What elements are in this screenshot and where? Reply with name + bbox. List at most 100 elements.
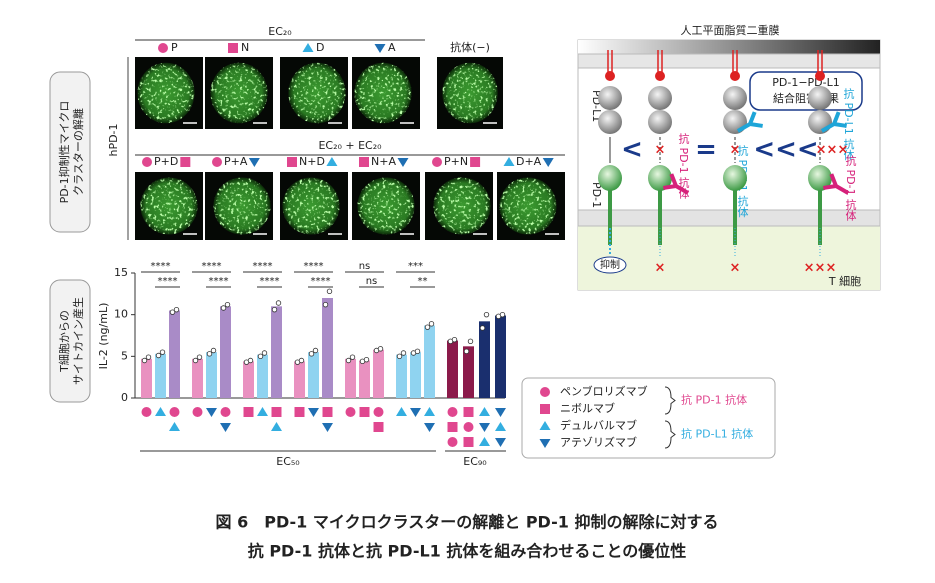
legend-label: ニボルマブ xyxy=(560,401,615,415)
bar xyxy=(294,361,305,398)
symbol xyxy=(479,437,490,446)
diagram-title: 人工平面脂質二重膜 xyxy=(681,23,780,37)
legend-class: 抗 PD-1 抗体 xyxy=(681,393,747,407)
bar xyxy=(359,360,370,398)
effect-label: PD-1−PD-L1 xyxy=(772,76,840,89)
pin-head xyxy=(605,71,615,81)
cell-speckle xyxy=(210,62,268,124)
symbol xyxy=(248,158,260,167)
y-axis-label: IL-2 (ng/mL) xyxy=(97,303,110,370)
data-point xyxy=(396,353,403,360)
side-label: PD-1抑制性マイクロ xyxy=(57,101,71,204)
data-point xyxy=(141,357,148,364)
data-point xyxy=(483,311,490,318)
symbol xyxy=(463,422,474,432)
cell-speckle xyxy=(140,177,198,235)
legend-brace xyxy=(664,386,676,415)
antibody xyxy=(663,173,690,195)
row-label: P+D xyxy=(154,155,178,168)
data-point xyxy=(155,352,162,359)
bar xyxy=(495,315,506,398)
data-point xyxy=(499,311,506,318)
data-point xyxy=(308,351,315,357)
symbol xyxy=(212,157,222,167)
symbol xyxy=(155,407,166,416)
significance: ns xyxy=(366,276,378,287)
side-box xyxy=(49,71,91,233)
row-header: EC₂₀ xyxy=(268,25,292,38)
symbol xyxy=(326,157,338,166)
symbol xyxy=(169,407,180,417)
side-label: T細胞からの xyxy=(58,310,71,373)
caption: 抗 PD-1 抗体と抗 PD-L1 抗体を組み合わせることの優位性 xyxy=(248,542,686,561)
significance: **** xyxy=(151,261,171,272)
bar xyxy=(257,354,268,398)
row-label: D+A xyxy=(516,155,542,168)
y-tick-label: 10 xyxy=(114,308,128,321)
y-tick-label: 5 xyxy=(121,349,128,362)
pin-head xyxy=(815,71,825,81)
symbol xyxy=(447,422,458,432)
bar xyxy=(373,349,384,398)
symbol xyxy=(308,408,319,417)
chevron: < xyxy=(621,135,643,165)
side-box xyxy=(49,279,91,403)
cell-speckle xyxy=(442,62,498,124)
y-tick-label: 0 xyxy=(121,391,128,404)
data-point xyxy=(363,356,370,363)
symbol xyxy=(142,157,152,167)
y-tick-label: 15 xyxy=(114,266,128,279)
block-mark: × xyxy=(730,143,741,158)
chevron: <<< xyxy=(753,135,818,165)
symbol xyxy=(294,407,305,417)
pdl1 xyxy=(808,110,832,134)
pin-head xyxy=(655,71,665,81)
symbol xyxy=(424,423,435,432)
symbol xyxy=(322,407,333,417)
pdl1 xyxy=(648,110,672,134)
row-label: A xyxy=(388,41,396,54)
bar xyxy=(271,306,282,398)
symbol xyxy=(495,408,506,417)
cell-speckle xyxy=(213,177,271,235)
pdl1 xyxy=(648,86,672,110)
data-point xyxy=(257,353,264,360)
symbol xyxy=(470,157,481,167)
row-label: D xyxy=(316,41,324,54)
antibody xyxy=(736,111,763,133)
data-point xyxy=(479,325,486,331)
bar xyxy=(308,352,319,398)
symbol xyxy=(169,422,180,431)
significance: **** xyxy=(304,261,324,272)
symbol xyxy=(359,157,369,167)
group-label: EC₉₀ xyxy=(463,455,487,468)
legend-label: デュルバルマブ xyxy=(560,418,637,432)
block-mark: × xyxy=(655,143,666,158)
symbol xyxy=(410,408,421,417)
glass xyxy=(578,40,880,54)
row-label: N+A xyxy=(371,155,396,168)
symbol xyxy=(220,407,231,417)
significance: **** xyxy=(311,276,331,287)
symbol xyxy=(322,423,333,432)
symbol xyxy=(539,439,551,448)
bar xyxy=(447,340,458,398)
bar xyxy=(345,358,356,398)
data-point xyxy=(349,354,356,360)
symbol xyxy=(542,158,554,167)
legend-brace xyxy=(664,420,676,449)
pdl1 xyxy=(723,110,747,134)
cell-speckle xyxy=(282,177,340,235)
symbol xyxy=(503,157,515,166)
symbol xyxy=(220,423,231,432)
row-header: EC₂₀ + EC₂₀ xyxy=(318,139,382,152)
data-point xyxy=(312,347,319,354)
symbol xyxy=(463,437,474,447)
pdl1 xyxy=(723,86,747,110)
bar xyxy=(396,354,407,398)
pdl1 xyxy=(598,110,622,134)
antibody xyxy=(820,111,847,133)
block-mark: × xyxy=(655,261,666,276)
bar xyxy=(479,321,490,398)
